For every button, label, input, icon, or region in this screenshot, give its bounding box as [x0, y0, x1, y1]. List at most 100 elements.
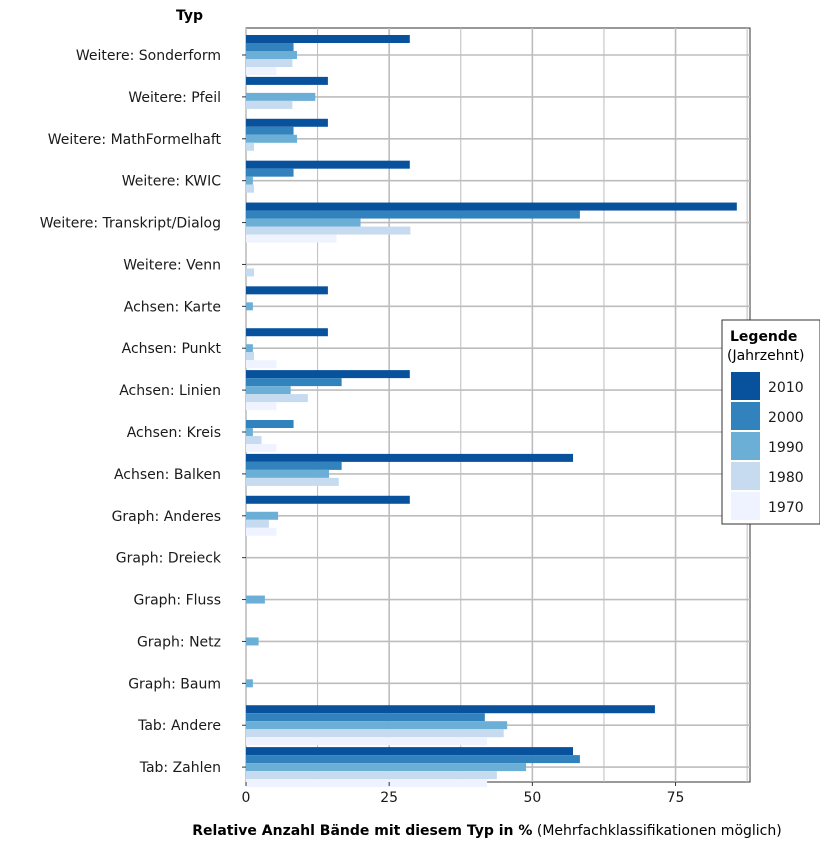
legend-label-1980: 1980: [768, 470, 804, 486]
bar-1970: [246, 234, 337, 243]
bar-2000: [246, 168, 294, 177]
bar-1970: [246, 360, 277, 369]
bar-1990: [246, 51, 297, 59]
bar-1990: [246, 595, 265, 604]
bar-1990: [246, 469, 330, 478]
bar-2000: [246, 126, 294, 135]
legend-label-2000: 2000: [768, 410, 804, 426]
bar-1990: [246, 218, 361, 227]
legend-swatch-1980: [731, 462, 760, 490]
bar-1980: [246, 394, 308, 403]
bar-1990: [246, 386, 291, 395]
bar-2010: [246, 747, 574, 756]
bar-1990: [246, 428, 253, 436]
bar-1990: [246, 134, 297, 143]
bar-1980: [246, 184, 255, 193]
bar-1990: [246, 637, 259, 646]
bar-1980: [246, 352, 255, 361]
bar-2000: [246, 378, 342, 387]
bar-2010: [246, 705, 655, 714]
y-tick-label: Tab: Zahlen: [139, 760, 221, 776]
bar-1980: [246, 59, 293, 67]
bar-1970: [246, 737, 488, 746]
bar-2000: [246, 210, 580, 219]
y-tick-label: Graph: Anderes: [112, 509, 221, 525]
bar-1980: [246, 771, 497, 780]
bar-1970: [246, 402, 277, 411]
y-tick-label: Weitere: Venn: [123, 257, 221, 273]
bar-1980: [246, 268, 255, 277]
bar-2000: [246, 420, 294, 428]
bar-2010: [246, 160, 410, 169]
y-tick-label: Weitere: Pfeil: [128, 90, 221, 106]
x-axis-title-rest: (Mehrfachklassifikationen möglich): [537, 823, 782, 839]
bar-2000: [246, 713, 485, 722]
bar-1990: [246, 92, 316, 101]
bar-1980: [246, 477, 339, 486]
y-tick-label: Achsen: Kreis: [127, 425, 221, 441]
y-tick-label: Graph: Netz: [137, 634, 221, 650]
legend-label-1990: 1990: [768, 440, 804, 456]
bar-2010: [246, 495, 410, 504]
bar-1990: [246, 679, 253, 688]
x-tick-labels: 0 25 50 75: [242, 782, 685, 806]
y-tick-label: Weitere: Sonderform: [76, 48, 221, 64]
bar-1980: [246, 226, 411, 235]
legend-subtitle: (Jahrzehnt): [727, 348, 804, 364]
bar-1980: [246, 100, 293, 109]
y-axis-title: Typ: [176, 8, 203, 24]
y-tick-label: Weitere: Transkript/Dialog: [40, 216, 221, 232]
y-tick-label: Achsen: Karte: [124, 299, 221, 315]
y-tick-label: Weitere: MathFormelhaft: [48, 132, 222, 148]
bar-1970: [246, 67, 277, 75]
legend-label-2010: 2010: [768, 380, 804, 396]
y-tick-label: Achsen: Punkt: [122, 341, 222, 357]
bar-2000: [246, 755, 580, 764]
bar-2010: [246, 118, 328, 127]
legend-title: Legende: [730, 329, 797, 345]
bars: [246, 35, 737, 788]
y-tick-label: Graph: Fluss: [133, 593, 221, 609]
bar-1990: [246, 344, 253, 353]
bar-2000: [246, 461, 342, 470]
legend-items: 2010 2000 1990 1980 1970: [731, 372, 804, 520]
legend-swatch-2010: [731, 372, 760, 400]
plot-panel: [245, 27, 751, 783]
bar-1980: [246, 436, 262, 444]
bar-2010: [246, 35, 410, 43]
bar-1990: [246, 176, 253, 185]
bar-2010: [246, 370, 410, 379]
y-tick-label: Tab: Andere: [137, 718, 221, 734]
x-tick-label: 75: [667, 790, 685, 806]
bar-2010: [246, 202, 737, 211]
bar-1980: [246, 142, 255, 151]
bar-1980: [246, 729, 504, 738]
bar-1990: [246, 511, 279, 520]
bar-1990: [246, 302, 253, 311]
bar-1970: [246, 444, 277, 452]
bar-2010: [246, 453, 574, 462]
bar-1970: [246, 527, 277, 536]
bar-1990: [246, 763, 527, 772]
x-axis-title: Relative Anzahl Bände mit diesem Typ in …: [192, 823, 781, 839]
bar-1990: [246, 721, 508, 730]
bar-2000: [246, 43, 294, 51]
y-tick-label: Achsen: Balken: [114, 467, 221, 483]
legend-swatch-1970: [731, 492, 760, 520]
x-axis-title-bold: Relative Anzahl Bände mit diesem Typ in …: [192, 823, 532, 839]
y-tick-label: Graph: Dreieck: [116, 551, 222, 567]
y-tick-labels: Weitere: Sonderform Weitere: Pfeil Weitere…: [40, 48, 246, 776]
legend-swatch-1990: [731, 432, 760, 460]
y-tick-label: Weitere: KWIC: [122, 174, 222, 190]
bar-1980: [246, 519, 269, 528]
legend-label-1970: 1970: [768, 500, 804, 516]
bar-1970: [246, 779, 488, 788]
bar-2010: [246, 76, 328, 85]
bar-2010: [246, 286, 328, 295]
y-tick-label: Achsen: Linien: [119, 383, 221, 399]
legend-swatch-2000: [731, 402, 760, 430]
x-tick-label: 25: [380, 790, 398, 806]
bar-2010: [246, 328, 328, 337]
